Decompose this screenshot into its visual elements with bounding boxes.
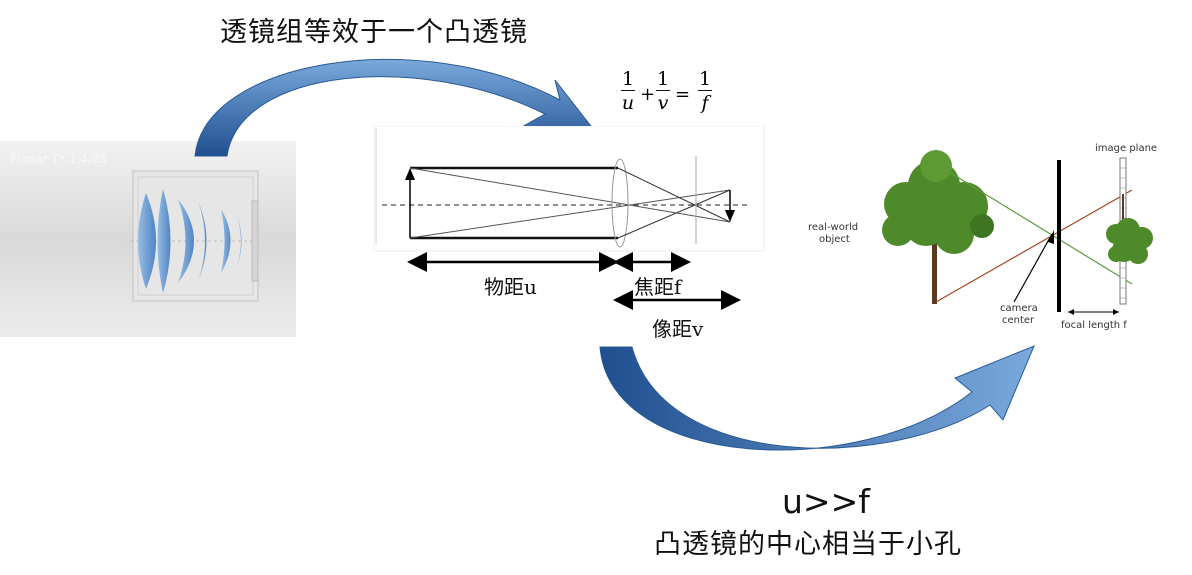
condition-text: u>>f	[782, 482, 870, 521]
real-world-label-line2: object	[819, 234, 850, 245]
equals-sign: =	[675, 84, 691, 105]
object-distance-label: 物距u	[484, 275, 537, 299]
camera-center-label-line2: center	[1002, 315, 1035, 326]
lens-ray-diagram	[373, 126, 765, 310]
lens-caption: Planar T* 1,4/85	[10, 152, 108, 166]
conclusion-text: 凸透镜的中心相当于小孔	[654, 529, 962, 560]
tree-trunk	[932, 234, 937, 304]
focal-length-f-label: focal length f	[1061, 320, 1127, 331]
real-world-label-line1: real-world	[808, 222, 859, 233]
focal-length-label: 焦距f	[634, 275, 682, 299]
top-title: 透镜组等效于一个凸透镜	[220, 17, 528, 48]
camera-lens-illustration	[130, 170, 262, 302]
plus-sign: +	[640, 84, 656, 105]
inverted-tree-icon	[1106, 218, 1153, 264]
camera-center-label-line1: camera	[1000, 303, 1038, 314]
tree-icon	[882, 150, 994, 254]
lens-photo-panel	[0, 141, 296, 337]
image-plane-label: image plane	[1095, 143, 1158, 154]
pinhole-camera-diagram	[786, 134, 1190, 340]
arrow-bottom	[599, 345, 1035, 451]
image-distance-label: 像距v	[652, 317, 704, 341]
